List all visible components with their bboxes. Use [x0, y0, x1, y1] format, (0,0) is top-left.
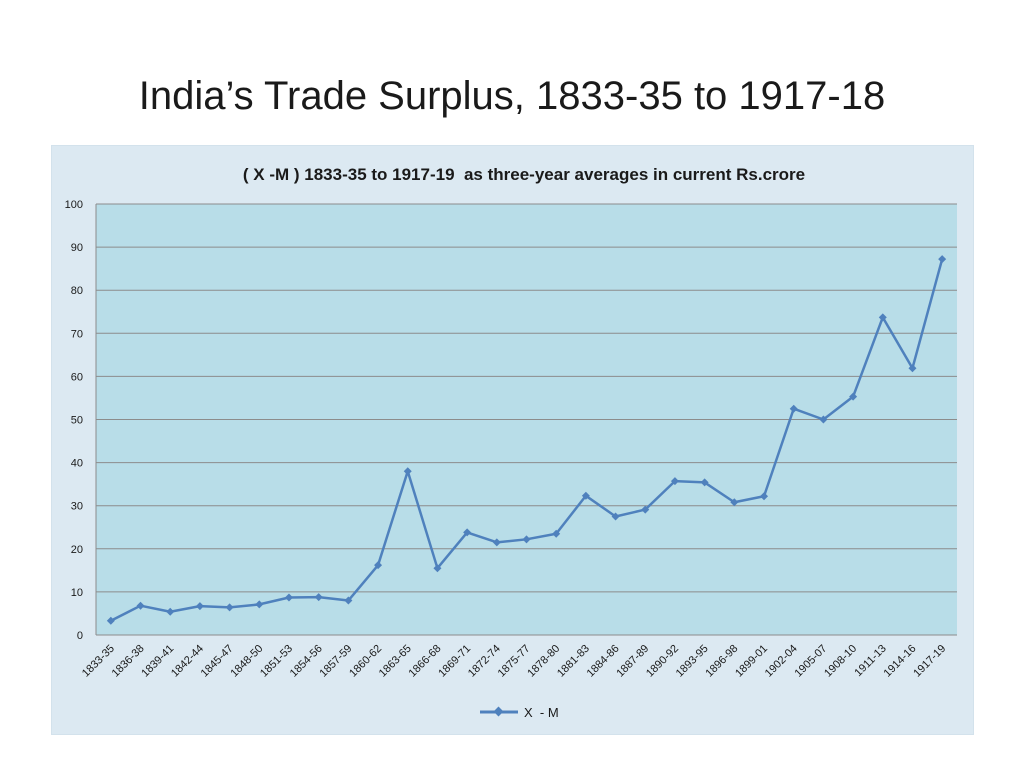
data-point: [819, 415, 828, 424]
y-tick-label: 100: [65, 199, 83, 211]
data-point: [492, 538, 501, 547]
line-chart: 0 10 20 30 40 50 60 70 80 90 100 1833-351836-38183…: [65, 165, 957, 720]
y-tick-label: 70: [71, 328, 83, 340]
y-tick-label: 20: [71, 544, 83, 556]
data-point: [611, 512, 620, 521]
legend-diamond-icon: [493, 706, 504, 717]
data-point: [730, 498, 739, 507]
data-point: [374, 561, 383, 570]
data-point: [878, 313, 887, 322]
y-tick-label: 10: [71, 587, 83, 599]
slide-title: India’s Trade Surplus, 1833-35 to 1917-1…: [138, 74, 886, 118]
y-tick-label: 0: [77, 630, 83, 642]
data-point: [641, 505, 650, 514]
data-point: [700, 478, 709, 487]
data-point: [314, 593, 323, 602]
data-point: [581, 491, 590, 500]
y-tick-label: 90: [71, 242, 83, 254]
data-point: [463, 528, 472, 537]
y-tick-label: 30: [71, 501, 83, 513]
data-point: [789, 404, 798, 413]
data-point: [344, 596, 353, 605]
gridlines: [96, 203, 957, 636]
data-point: [195, 602, 204, 611]
data-point: [166, 607, 175, 616]
y-tick-label: 60: [71, 371, 83, 383]
y-axis: 0 10 20 30 40 50 60 70 80 90 100: [65, 199, 97, 642]
chart-frame: 0 10 20 30 40 50 60 70 80 90 100 1833-35 1836-38 183…: [52, 146, 973, 734]
series-layer: [106, 255, 947, 625]
x-tick-label: 1917-19: [911, 643, 948, 680]
data-point: [522, 535, 531, 544]
data-point: [908, 364, 917, 373]
y-tick-label: 50: [71, 415, 83, 427]
data-point: [433, 564, 442, 573]
data-point: [106, 616, 115, 625]
data-point: [136, 601, 145, 610]
legend-label: X - M: [524, 705, 559, 720]
data-point: [849, 392, 858, 401]
x-tick-label: 1908-10: [822, 643, 859, 680]
data-point: [284, 593, 293, 602]
chart-title: ( X -M ) 1833-35 to 1917-19 as three-yea…: [243, 165, 805, 184]
data-point: [938, 255, 947, 264]
data-point: [760, 492, 769, 501]
y-tick-label: 80: [71, 285, 83, 297]
x-axis: 1833-351836-381839-411842-441845-471848-…: [80, 643, 948, 680]
data-point: [225, 603, 234, 612]
data-point: [552, 529, 561, 538]
data-point: [403, 467, 412, 476]
data-point: [670, 477, 679, 486]
y-tick-label: 40: [71, 458, 83, 470]
legend: X - M: [480, 705, 559, 720]
